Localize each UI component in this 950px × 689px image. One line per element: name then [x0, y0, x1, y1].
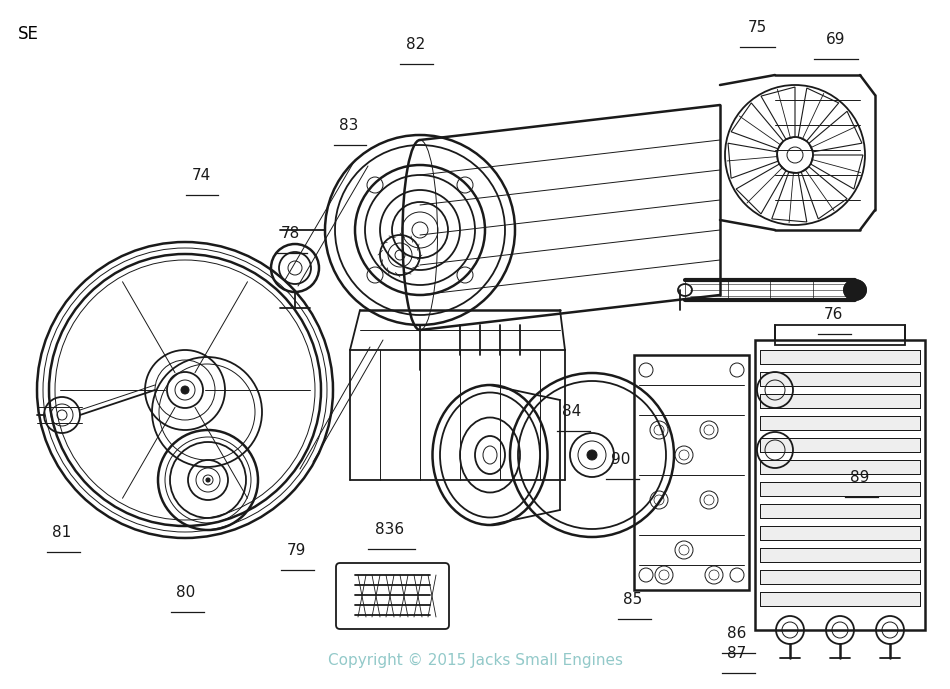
Text: 84: 84	[562, 404, 581, 419]
Circle shape	[181, 386, 189, 394]
Bar	[760, 592, 920, 606]
Bar	[760, 416, 920, 430]
Bar	[760, 504, 920, 518]
Text: 86: 86	[728, 626, 747, 641]
Bar	[760, 460, 920, 474]
Bar	[760, 526, 920, 540]
Text: 76: 76	[824, 307, 843, 322]
Bar	[760, 482, 920, 496]
Bar	[760, 372, 920, 386]
Text: 78: 78	[280, 226, 299, 241]
Text: 836: 836	[375, 522, 405, 537]
Text: 89: 89	[850, 470, 869, 485]
Text: 79: 79	[286, 543, 306, 558]
Circle shape	[206, 478, 210, 482]
Bar	[760, 570, 920, 584]
Text: 75: 75	[748, 20, 767, 35]
Text: Copyright © 2015 Jacks Small Engines: Copyright © 2015 Jacks Small Engines	[328, 652, 622, 668]
Bar	[760, 438, 920, 452]
Text: 87: 87	[728, 646, 747, 661]
Bar	[760, 548, 920, 562]
Bar	[760, 526, 920, 540]
Text: 82: 82	[407, 37, 426, 52]
Bar	[760, 416, 920, 430]
Bar	[760, 460, 920, 474]
Bar	[760, 350, 920, 364]
Bar	[760, 570, 920, 584]
Bar	[760, 372, 920, 386]
Bar	[634, 355, 749, 590]
Bar	[760, 394, 920, 408]
Bar	[775, 325, 905, 345]
Text: 81: 81	[52, 525, 71, 540]
Bar	[760, 548, 920, 562]
Bar	[760, 438, 920, 452]
Bar	[760, 504, 920, 518]
Bar	[760, 592, 920, 606]
Text: SE: SE	[18, 25, 39, 43]
Text: 90: 90	[611, 452, 631, 467]
Text: 83: 83	[339, 118, 359, 133]
Text: 85: 85	[623, 592, 642, 607]
Bar	[755, 340, 925, 630]
Ellipse shape	[844, 280, 866, 300]
Bar	[760, 394, 920, 408]
Text: 80: 80	[177, 585, 196, 600]
Bar	[760, 350, 920, 364]
Bar	[760, 482, 920, 496]
Text: 74: 74	[191, 168, 211, 183]
Circle shape	[587, 450, 597, 460]
Text: 69: 69	[826, 32, 846, 47]
